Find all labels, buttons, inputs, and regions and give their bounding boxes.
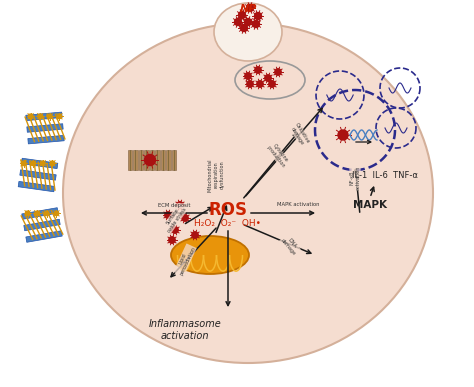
- Polygon shape: [182, 215, 188, 221]
- Polygon shape: [165, 212, 171, 218]
- Polygon shape: [255, 67, 261, 73]
- Text: DNA
damage: DNA damage: [279, 234, 301, 256]
- Text: Inflammasome
activation: Inflammasome activation: [149, 319, 221, 341]
- Polygon shape: [247, 81, 253, 87]
- FancyBboxPatch shape: [28, 135, 64, 144]
- FancyBboxPatch shape: [24, 219, 60, 231]
- Text: MAPK activation: MAPK activation: [277, 202, 319, 207]
- Text: Cytokine
production: Cytokine production: [265, 141, 291, 169]
- Polygon shape: [25, 211, 30, 216]
- Ellipse shape: [171, 236, 249, 274]
- Polygon shape: [192, 232, 198, 238]
- Text: MAPK: MAPK: [353, 200, 387, 210]
- Polygon shape: [169, 237, 175, 243]
- FancyBboxPatch shape: [27, 124, 63, 132]
- Polygon shape: [235, 19, 241, 26]
- Polygon shape: [41, 161, 45, 166]
- Polygon shape: [35, 211, 39, 216]
- Polygon shape: [245, 73, 251, 79]
- FancyBboxPatch shape: [145, 150, 149, 170]
- Text: Mitochondrial
respiration
dysfunction: Mitochondrial respiration dysfunction: [208, 158, 224, 192]
- Polygon shape: [240, 24, 247, 31]
- Polygon shape: [172, 227, 178, 233]
- Text: ROS: ROS: [209, 201, 247, 219]
- FancyBboxPatch shape: [172, 150, 176, 170]
- Polygon shape: [50, 161, 55, 166]
- Polygon shape: [246, 5, 254, 12]
- Polygon shape: [28, 114, 33, 118]
- Polygon shape: [57, 114, 62, 118]
- FancyBboxPatch shape: [166, 150, 171, 170]
- Polygon shape: [275, 69, 281, 75]
- Text: ECM deposit: ECM deposit: [158, 204, 190, 209]
- FancyBboxPatch shape: [128, 150, 133, 170]
- FancyBboxPatch shape: [21, 158, 58, 169]
- FancyBboxPatch shape: [134, 150, 138, 170]
- Text: Lipid
peroxidation: Lipid peroxidation: [173, 244, 196, 276]
- Text: NP: NP: [239, 4, 257, 14]
- Polygon shape: [255, 12, 262, 19]
- Ellipse shape: [214, 3, 282, 61]
- Polygon shape: [269, 81, 275, 87]
- Ellipse shape: [63, 23, 433, 363]
- Text: H₂O₂  O₂⁻  OH•: H₂O₂ O₂⁻ OH•: [194, 219, 262, 228]
- FancyBboxPatch shape: [26, 112, 62, 121]
- Text: NF-κB
activation: NF-κB activation: [350, 166, 360, 190]
- Text: IL-1  IL-6  TNF-α: IL-1 IL-6 TNF-α: [352, 171, 418, 180]
- Polygon shape: [38, 114, 43, 118]
- Polygon shape: [45, 211, 49, 216]
- FancyBboxPatch shape: [20, 170, 56, 180]
- FancyBboxPatch shape: [155, 150, 160, 170]
- Polygon shape: [54, 211, 59, 216]
- Polygon shape: [257, 81, 263, 87]
- Polygon shape: [21, 161, 26, 166]
- Polygon shape: [265, 75, 271, 81]
- FancyBboxPatch shape: [22, 208, 58, 219]
- Text: Surface
oxide stress: Surface oxide stress: [162, 203, 188, 233]
- FancyBboxPatch shape: [26, 231, 62, 242]
- FancyBboxPatch shape: [139, 150, 144, 170]
- Polygon shape: [31, 161, 36, 166]
- Polygon shape: [177, 202, 183, 208]
- Polygon shape: [338, 130, 348, 140]
- Polygon shape: [245, 19, 252, 26]
- Text: Oxidative
damage: Oxidative damage: [289, 122, 311, 148]
- FancyBboxPatch shape: [18, 182, 55, 192]
- FancyBboxPatch shape: [150, 150, 155, 170]
- Polygon shape: [47, 114, 52, 118]
- FancyBboxPatch shape: [161, 150, 165, 170]
- Polygon shape: [253, 21, 259, 27]
- Polygon shape: [145, 154, 155, 166]
- Polygon shape: [238, 12, 246, 19]
